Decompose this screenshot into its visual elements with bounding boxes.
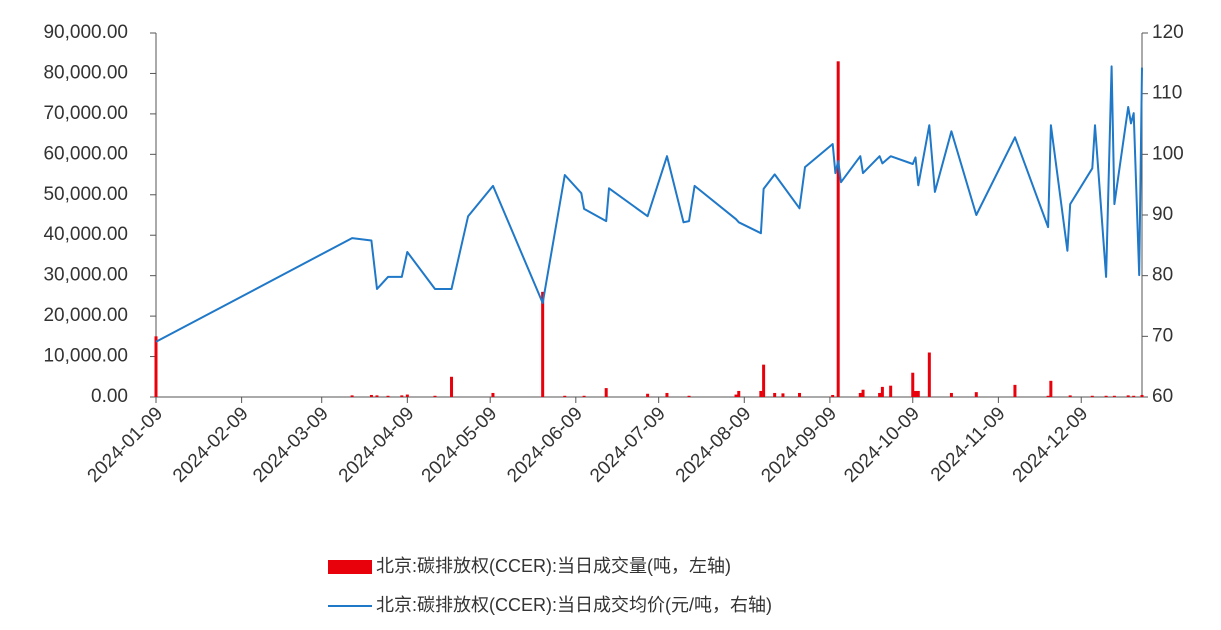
y2-tick-label: 100 (1152, 143, 1184, 164)
bar (491, 392, 495, 397)
bar (1049, 380, 1053, 397)
bar (604, 388, 608, 397)
bar (646, 393, 650, 397)
y-tick-label: 60,000.00 (43, 143, 128, 164)
legend-label: 北京:碳排放权(CCER):当日成交量(吨，左轴) (376, 556, 731, 576)
bar (450, 376, 454, 397)
x-tick-label: 2024-09-09 (757, 403, 841, 487)
y-tick-label: 80,000.00 (43, 62, 128, 83)
legend-swatch-bar (328, 560, 372, 574)
x-tick-label: 2024-12-09 (1009, 403, 1093, 487)
bar (1068, 395, 1072, 397)
bar (563, 395, 567, 397)
x-tick-label: 2024-06-09 (503, 403, 587, 487)
bar (1126, 395, 1130, 397)
bar (1132, 395, 1136, 397)
x-tick-label: 2024-08-09 (672, 403, 756, 487)
x-tick-label: 2024-02-09 (169, 403, 253, 487)
bar (400, 395, 404, 397)
bar (1112, 395, 1116, 397)
y-tick-label: 10,000.00 (43, 346, 128, 367)
bar (858, 392, 862, 397)
bar (798, 392, 802, 397)
y2-tick-label: 80 (1152, 265, 1173, 286)
bar (386, 395, 390, 397)
y2-tick-label: 90 (1152, 204, 1173, 225)
bar (369, 394, 373, 397)
x-tick-label: 2024-10-09 (840, 403, 924, 487)
bar (914, 390, 918, 397)
x-tick-label: 2024-07-09 (586, 403, 670, 487)
bar (759, 390, 763, 397)
bar (949, 392, 953, 397)
bar (836, 61, 840, 398)
y-tick-label: 0.00 (91, 386, 128, 407)
bar (880, 386, 884, 397)
x-tick-label: 2024-04-09 (335, 403, 419, 487)
bar (889, 385, 893, 397)
y2-tick-label: 70 (1152, 325, 1173, 346)
bar (781, 393, 785, 397)
bar (665, 392, 669, 397)
legend: 北京:碳排放权(CCER):当日成交量(吨，左轴) 北京:碳排放权(CCER):… (328, 556, 772, 615)
x-tick-label: 2024-11-09 (927, 403, 1010, 486)
line (155, 65, 1143, 343)
bar (541, 291, 545, 397)
bar (405, 394, 409, 397)
y2-tick-label: 60 (1152, 386, 1173, 407)
bar (861, 389, 865, 397)
bar (687, 395, 691, 397)
y-tick-label: 50,000.00 (43, 184, 128, 205)
x-tick-label: 2024-05-09 (418, 403, 502, 487)
x-tick-label: 2024-03-09 (249, 403, 333, 487)
bar (1013, 384, 1017, 397)
y-tick-label: 40,000.00 (43, 224, 128, 245)
bar (762, 364, 766, 397)
y2-tick-label: 110 (1152, 83, 1182, 104)
bar (1104, 395, 1108, 397)
bar (734, 394, 738, 397)
bar (375, 395, 379, 397)
y-tick-label: 30,000.00 (43, 265, 128, 286)
bar (878, 392, 882, 397)
y2-tick-label: 120 (1152, 22, 1184, 43)
legend-label: 北京:碳排放权(CCER):当日成交均价(元/吨，右轴) (376, 595, 772, 615)
bar (773, 392, 777, 397)
bar (1090, 395, 1094, 397)
bar (350, 395, 354, 397)
bar (154, 336, 158, 397)
bar (582, 395, 586, 397)
bar (927, 352, 931, 397)
bar (831, 394, 835, 397)
x-tick-label: 2024-01-09 (83, 403, 167, 487)
bar (737, 390, 741, 397)
bar (911, 372, 915, 397)
bar (974, 392, 978, 397)
bar (433, 395, 437, 397)
bar (1046, 395, 1050, 397)
y-tick-label: 90,000.00 (43, 22, 128, 43)
bar (916, 390, 920, 397)
y-tick-label: 20,000.00 (43, 305, 128, 326)
bar (1140, 394, 1144, 397)
y-tick-label: 70,000.00 (43, 103, 128, 124)
